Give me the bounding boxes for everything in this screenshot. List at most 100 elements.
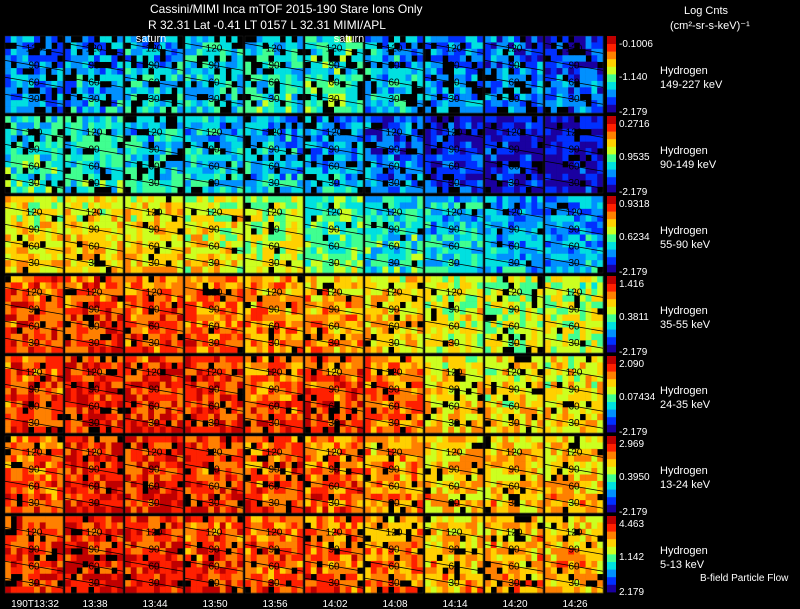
pixel-cell (291, 208, 298, 216)
pixel-cell (10, 394, 17, 402)
pixel-cell (514, 240, 521, 248)
pixel-cell (70, 247, 77, 255)
pixel-cell (351, 148, 358, 155)
pixel-cell (28, 42, 35, 50)
pixel-cell (202, 116, 209, 123)
contour-line (64, 287, 124, 298)
pixel-cell (154, 234, 161, 242)
pixel-cell (425, 87, 432, 95)
pixel-cell (477, 320, 484, 328)
pixel-cell (334, 80, 341, 88)
pixel-cell (16, 266, 23, 274)
pixel-cell (165, 375, 172, 382)
pixel-cell (245, 208, 252, 216)
pixel-cell (279, 308, 286, 315)
pixel-cell (442, 228, 449, 235)
pixel-cell (237, 276, 244, 283)
contour-line (304, 303, 364, 315)
pixel-cell (411, 208, 418, 216)
pixel-cell (28, 260, 35, 267)
pixel-cell (142, 301, 149, 309)
pixel-cell (171, 295, 178, 302)
pixel-cell (328, 42, 335, 50)
pixel-cell (388, 154, 395, 162)
pixel-cell (405, 74, 412, 82)
pixel-cell (190, 253, 197, 261)
pixel-cell (411, 288, 418, 296)
pixel-cell (256, 260, 263, 267)
pixel-cell (111, 68, 118, 75)
pixel-cell (345, 276, 352, 283)
pixel-cell (297, 68, 304, 75)
pixel-cell (111, 186, 118, 194)
pixel-cell (310, 266, 317, 274)
pixel-cell (291, 93, 298, 101)
pixel-cell (376, 148, 383, 155)
pixel-cell (142, 36, 149, 43)
pixel-cell (297, 234, 304, 242)
pixel-cell (136, 247, 143, 255)
pixel-cell (268, 122, 275, 130)
pixel-cell (305, 202, 312, 210)
pixel-cell (334, 215, 341, 222)
pixel-cell (591, 74, 598, 82)
pixel-cell (496, 221, 503, 229)
pixel-cell (70, 93, 77, 101)
pixel-cell (214, 215, 221, 222)
pixel-cell (531, 333, 538, 341)
contour-line (124, 143, 184, 155)
pixel-cell (496, 135, 503, 142)
pixel-cell (225, 228, 232, 235)
pixel-cell (376, 55, 383, 62)
contour-line (484, 287, 544, 298)
pixel-cell (279, 42, 286, 50)
pixel-cell (256, 196, 263, 203)
pixel-cell (70, 420, 77, 427)
pixel-cell (159, 388, 166, 395)
pixel-cell (76, 362, 83, 370)
contour-line (244, 337, 304, 349)
pixel-cell (351, 282, 358, 290)
pixel-cell (496, 327, 503, 335)
pixel-cell (65, 87, 72, 95)
pixel-cell (76, 247, 83, 255)
pixel-cell (382, 314, 389, 322)
pixel-cell (39, 276, 46, 283)
pixel-cell (250, 208, 257, 216)
pixel-cell (57, 276, 64, 283)
pixel-cell (585, 266, 592, 274)
pixel-cell (519, 135, 526, 142)
pixel-cell (490, 42, 497, 50)
pixel-cell (16, 340, 23, 347)
pixel-cell (442, 308, 449, 315)
pixel-cell (436, 122, 443, 130)
pixel-cell (39, 141, 46, 149)
contour-line (484, 303, 544, 315)
pixel-cell (591, 61, 598, 69)
pixel-cell (16, 36, 23, 43)
pixel-cell (305, 215, 312, 222)
contour-line (544, 240, 604, 252)
pixel-cell (291, 42, 298, 50)
pixel-cell (556, 87, 563, 95)
pixel-cell (514, 141, 521, 149)
pixel-cell (502, 80, 509, 88)
pixel-cell (268, 295, 275, 302)
pixel-cell (508, 221, 515, 229)
pixel-cell (345, 186, 352, 194)
pixel-cell (94, 100, 101, 107)
pixel-cell (208, 308, 215, 315)
pixel-cell (357, 282, 364, 290)
contour-line (124, 257, 184, 269)
pixel-cell (82, 36, 89, 43)
pixel-cell (514, 173, 521, 181)
pixel-cell (316, 282, 323, 290)
pixel-cell (399, 260, 406, 267)
contour-line (484, 160, 544, 172)
pixel-cell (485, 247, 492, 255)
contour-line (364, 207, 424, 218)
pixel-cell (225, 266, 232, 274)
pixel-cell (357, 295, 364, 302)
pixel-cell (394, 282, 401, 290)
pixel-cell (514, 308, 521, 315)
